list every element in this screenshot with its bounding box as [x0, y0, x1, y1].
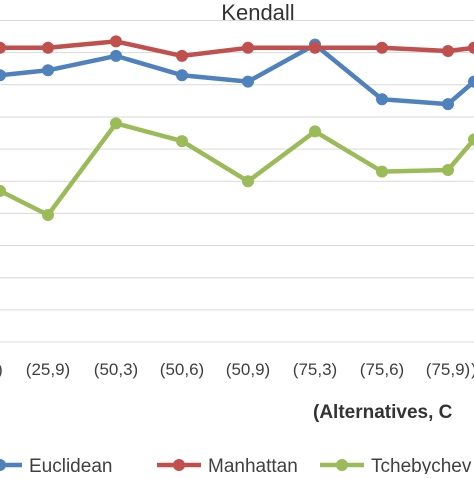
x-tick-label: (75,6)	[360, 360, 404, 379]
chart-title: Kendall	[221, 0, 294, 25]
legend-item-manhattan: Manhattan	[157, 456, 298, 477]
data-point-manhattan	[42, 41, 54, 54]
gridlines	[0, 20, 474, 343]
legend-item-euclidean: Euclidean	[0, 456, 112, 477]
data-point-euclidean	[376, 93, 388, 106]
legend-label: Tchebychev	[371, 456, 472, 474]
data-point-tchebychev	[376, 165, 388, 178]
data-point-euclidean	[176, 69, 188, 82]
data-point-tchebychev	[442, 164, 454, 176]
x-tick-label: (75,9)	[426, 360, 470, 379]
legend-swatch-marker	[336, 459, 348, 471]
data-point-tchebychev	[468, 133, 474, 146]
legend-swatch-marker	[0, 459, 6, 471]
series-line-euclidean	[0, 42, 474, 107]
data-point-tchebychev	[309, 125, 321, 138]
data-point-tchebychev	[110, 117, 122, 130]
data-point-manhattan	[468, 41, 474, 54]
data-point-manhattan	[242, 41, 254, 54]
data-point-tchebychev	[176, 135, 188, 148]
x-tick-label: (50,9)	[226, 360, 270, 379]
data-point-manhattan	[110, 35, 122, 48]
data-point-euclidean	[442, 98, 454, 111]
data-point-manhattan	[376, 41, 388, 54]
legend-swatch-marker	[173, 459, 185, 471]
data-point-euclidean	[110, 49, 122, 62]
data-point-tchebychev	[0, 184, 6, 197]
data-point-manhattan	[0, 41, 6, 54]
x-tick-label: )	[0, 360, 3, 379]
x-tick-label: (50,3)	[94, 360, 138, 379]
x-tick-labels: ) (25,9) (50,3) (50,6) (50,9) (75,3) (75,6) (75…	[0, 360, 474, 379]
series-line-tchebychev	[0, 121, 474, 218]
x-axis-label: (Alternatives, C	[313, 402, 453, 423]
series-manhattan	[0, 35, 474, 62]
data-point-tchebychev	[242, 175, 254, 188]
data-point-manhattan	[442, 45, 454, 57]
x-tick-label: (75,3)	[293, 360, 337, 379]
series-line-manhattan	[0, 39, 474, 59]
series-tchebychev	[0, 117, 474, 221]
data-point-manhattan	[309, 41, 321, 54]
x-tick-label: (50,6)	[160, 360, 204, 379]
legend: Euclidean Manhattan Tchebychev	[0, 456, 472, 477]
legend-label: Manhattan	[208, 456, 298, 474]
data-point-euclidean	[42, 64, 54, 77]
series-layer	[0, 35, 474, 221]
x-tick-label: )	[471, 360, 474, 379]
data-point-euclidean	[242, 75, 254, 88]
legend-label: Euclidean	[29, 456, 112, 474]
data-point-tchebychev	[42, 209, 54, 221]
data-point-euclidean	[0, 69, 6, 82]
data-point-euclidean	[468, 75, 474, 88]
legend-item-tchebychev: Tchebychev	[320, 456, 472, 477]
data-point-manhattan	[176, 49, 188, 62]
x-tick-label: (25,9)	[26, 360, 70, 379]
